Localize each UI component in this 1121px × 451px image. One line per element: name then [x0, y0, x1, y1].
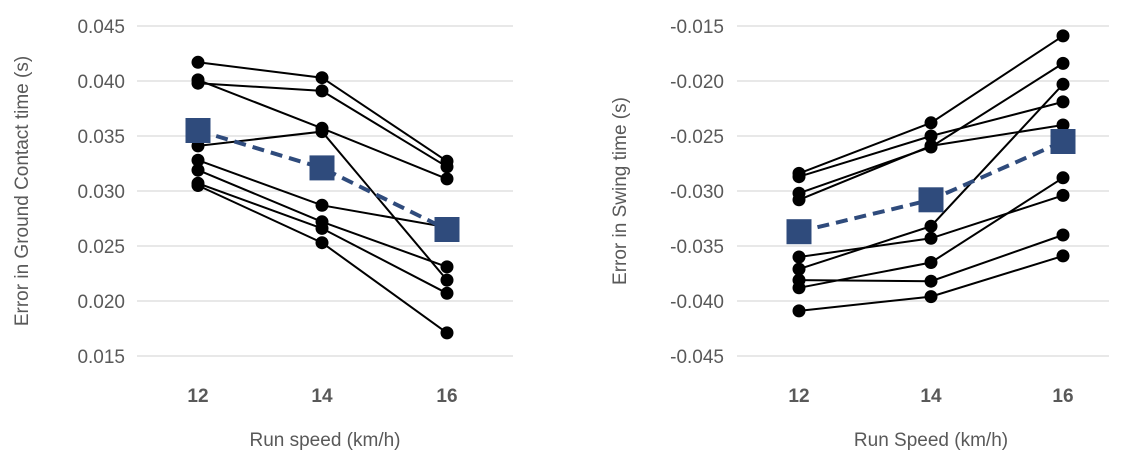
participant-point: [1056, 77, 1070, 91]
participant-point: [924, 116, 938, 130]
y-tick-label: -0.025: [670, 127, 724, 148]
participant-point: [440, 326, 454, 340]
participant-point: [924, 256, 938, 269]
participant-point: [924, 231, 938, 245]
participant-point: [315, 236, 329, 250]
x-tick-label: 14: [920, 386, 942, 407]
y-tick-label: -0.040: [670, 292, 724, 313]
y-tick-label: 0.025: [77, 237, 125, 258]
y-tick-label: 0.035: [77, 127, 125, 148]
participant-point: [924, 274, 938, 288]
participant-point: [792, 304, 806, 318]
y-tick-label: -0.030: [670, 182, 724, 203]
chart-swing-time: -0.045 -0.040 -0.035 -0.030 -0.025 -0.020 -0.0…: [610, 17, 1109, 451]
participant-point: [792, 281, 806, 295]
participant-point: [1056, 118, 1070, 132]
participant-point: [315, 221, 329, 235]
participant-point: [315, 125, 329, 139]
participant-point: [792, 262, 806, 276]
y-axis-title: Error in Ground Contact time (s): [12, 56, 33, 326]
participant-point: [440, 273, 454, 287]
y-tick-label: 0.040: [77, 72, 125, 93]
y-tick-label: -0.020: [670, 72, 724, 93]
mean-marker: [434, 217, 460, 242]
participant-point: [1056, 29, 1070, 43]
x-tick-label: 16: [436, 386, 457, 407]
mean-marker: [1050, 129, 1076, 154]
y-tick-label: -0.035: [670, 237, 724, 258]
participant-point: [1056, 95, 1070, 109]
participant-point: [440, 286, 454, 300]
y-tick-label: 0.015: [77, 347, 125, 368]
participant-point: [924, 290, 938, 304]
participant-point: [1056, 56, 1070, 70]
participant-point: [1056, 228, 1070, 242]
participant-point: [792, 193, 806, 207]
participant-point: [191, 153, 205, 167]
participant-point: [315, 71, 329, 85]
participant-point: [440, 160, 454, 174]
participant-point: [191, 55, 205, 69]
x-tick-label: 16: [1052, 386, 1073, 407]
y-tick-label: 0.045: [77, 17, 125, 38]
y-tick-label: -0.045: [670, 347, 724, 368]
x-axis-title: Run speed (km/h): [249, 430, 400, 451]
participant-point: [924, 129, 938, 143]
participant-point: [924, 139, 938, 153]
participant-point: [1056, 171, 1070, 185]
mean-marker: [786, 219, 812, 245]
y-tick-label: -0.015: [670, 17, 724, 38]
participant-point: [792, 250, 806, 264]
participant-point: [1056, 249, 1070, 263]
participant-point: [924, 219, 938, 233]
mean-line: [798, 139, 1064, 234]
participant-point: [315, 198, 329, 212]
participant-point: [191, 76, 205, 90]
chart-ground-contact: 0.015 0.020 0.025 0.030 0.035 0.040 0.045 12 14 1…: [12, 17, 513, 451]
participant-point: [1056, 188, 1070, 202]
mean-marker: [309, 155, 335, 181]
x-axis-title: Run Speed (km/h): [854, 430, 1008, 451]
participant-point: [191, 163, 205, 177]
x-tick-label: 12: [788, 386, 809, 407]
x-tick-label: 14: [311, 386, 333, 407]
mean-marker: [185, 118, 211, 143]
mean-line: [197, 128, 448, 232]
y-tick-label: 0.020: [77, 292, 125, 313]
x-tick-label: 12: [187, 386, 208, 407]
participant-point: [440, 172, 454, 186]
participant-point: [191, 179, 205, 192]
participant-point: [792, 170, 806, 184]
y-tick-label: 0.030: [77, 182, 125, 203]
participant-point: [315, 84, 329, 98]
y-axis-title: Error in Swing time (s): [610, 97, 631, 285]
mean-marker: [918, 187, 944, 213]
participant-point: [440, 260, 454, 274]
